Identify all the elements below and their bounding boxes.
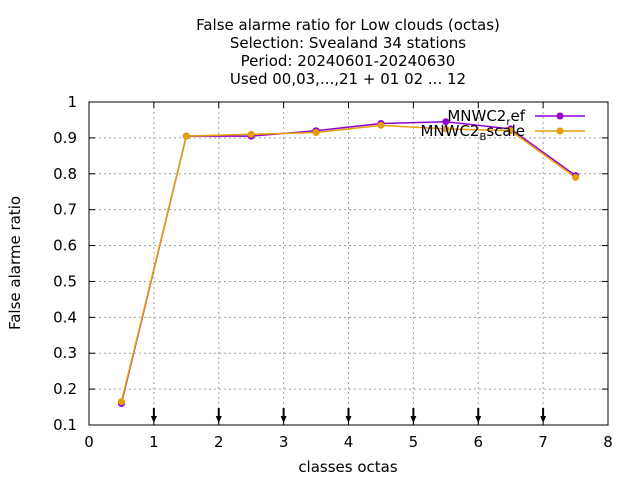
data-point (572, 173, 580, 181)
x-axis-label: classes octas (298, 458, 398, 476)
y-tick-label: 0.6 (53, 237, 77, 255)
data-point (442, 118, 450, 126)
data-point (312, 129, 320, 137)
y-tick-label: 1 (67, 93, 77, 111)
x-tick-label: 5 (409, 433, 419, 451)
chart-title: False alarme ratio for Low clouds (octas… (196, 16, 500, 88)
legend-swatch-point (556, 127, 564, 135)
series-lines (120, 120, 577, 404)
legend-label: MNWC2ref (447, 107, 525, 128)
y-tick-label: 0.1 (53, 416, 77, 434)
data-point (117, 398, 125, 406)
series-points (117, 118, 580, 407)
arrow-marker (345, 408, 352, 423)
data-point (377, 121, 385, 129)
x-tick-label: 3 (279, 433, 289, 451)
y-tick-label: 0.5 (53, 272, 77, 290)
chart-title-line-1: False alarme ratio for Low clouds (octas… (196, 16, 500, 34)
legend-label: MNWC2Bscale (420, 122, 525, 143)
x-tick-label: 0 (84, 433, 94, 451)
arrow-marker (280, 408, 287, 423)
chart-title-line-4: Used 00,03,...,21 + 01 02 ... 12 (230, 70, 466, 88)
arrow-marker (150, 408, 157, 423)
y-tick-label: 0.2 (53, 380, 77, 398)
series-line-2 (120, 124, 577, 402)
plot-frame (88, 101, 609, 426)
data-point (442, 125, 450, 133)
arrow-marker (475, 408, 482, 423)
y-tick-label: 0.7 (53, 201, 77, 219)
x-tick-label: 8 (603, 433, 613, 451)
y-axis-label: False alarme ratio (6, 196, 24, 330)
arrow-marker (410, 408, 417, 423)
x-tick-label: 7 (538, 433, 548, 451)
chart-title-line-2: Selection: Svealand 34 stations (230, 34, 466, 52)
data-point (182, 132, 190, 140)
arrow-markers (150, 408, 547, 423)
arrow-marker (540, 408, 547, 423)
x-tick-label: 6 (473, 433, 483, 451)
legend-entry-2: MNWC2Bscale (420, 122, 585, 143)
chart-title-line-3: Period: 20240601-20240630 (241, 52, 456, 70)
data-point (507, 127, 515, 135)
y-tick-label: 0.3 (53, 344, 77, 362)
legend-entry-1: MNWC2ref (447, 107, 585, 128)
x-tick-label: 4 (344, 433, 354, 451)
data-point (247, 130, 255, 138)
y-tick-label: 0.8 (53, 165, 77, 183)
tick-labels: 0 1 2 3 4 5 6 7 8 0.1 0.2 0.3 0.4 0.5 0.6 0.7 0.8 0.9 1 (53, 93, 613, 451)
arrow-marker (215, 408, 222, 423)
grid-lines (89, 102, 608, 425)
y-tick-label: 0.9 (53, 129, 77, 147)
x-tick-label: 1 (149, 433, 159, 451)
y-tick-label: 0.4 (53, 308, 77, 326)
x-tick-label: 2 (214, 433, 224, 451)
legend-swatch-point (556, 112, 564, 120)
